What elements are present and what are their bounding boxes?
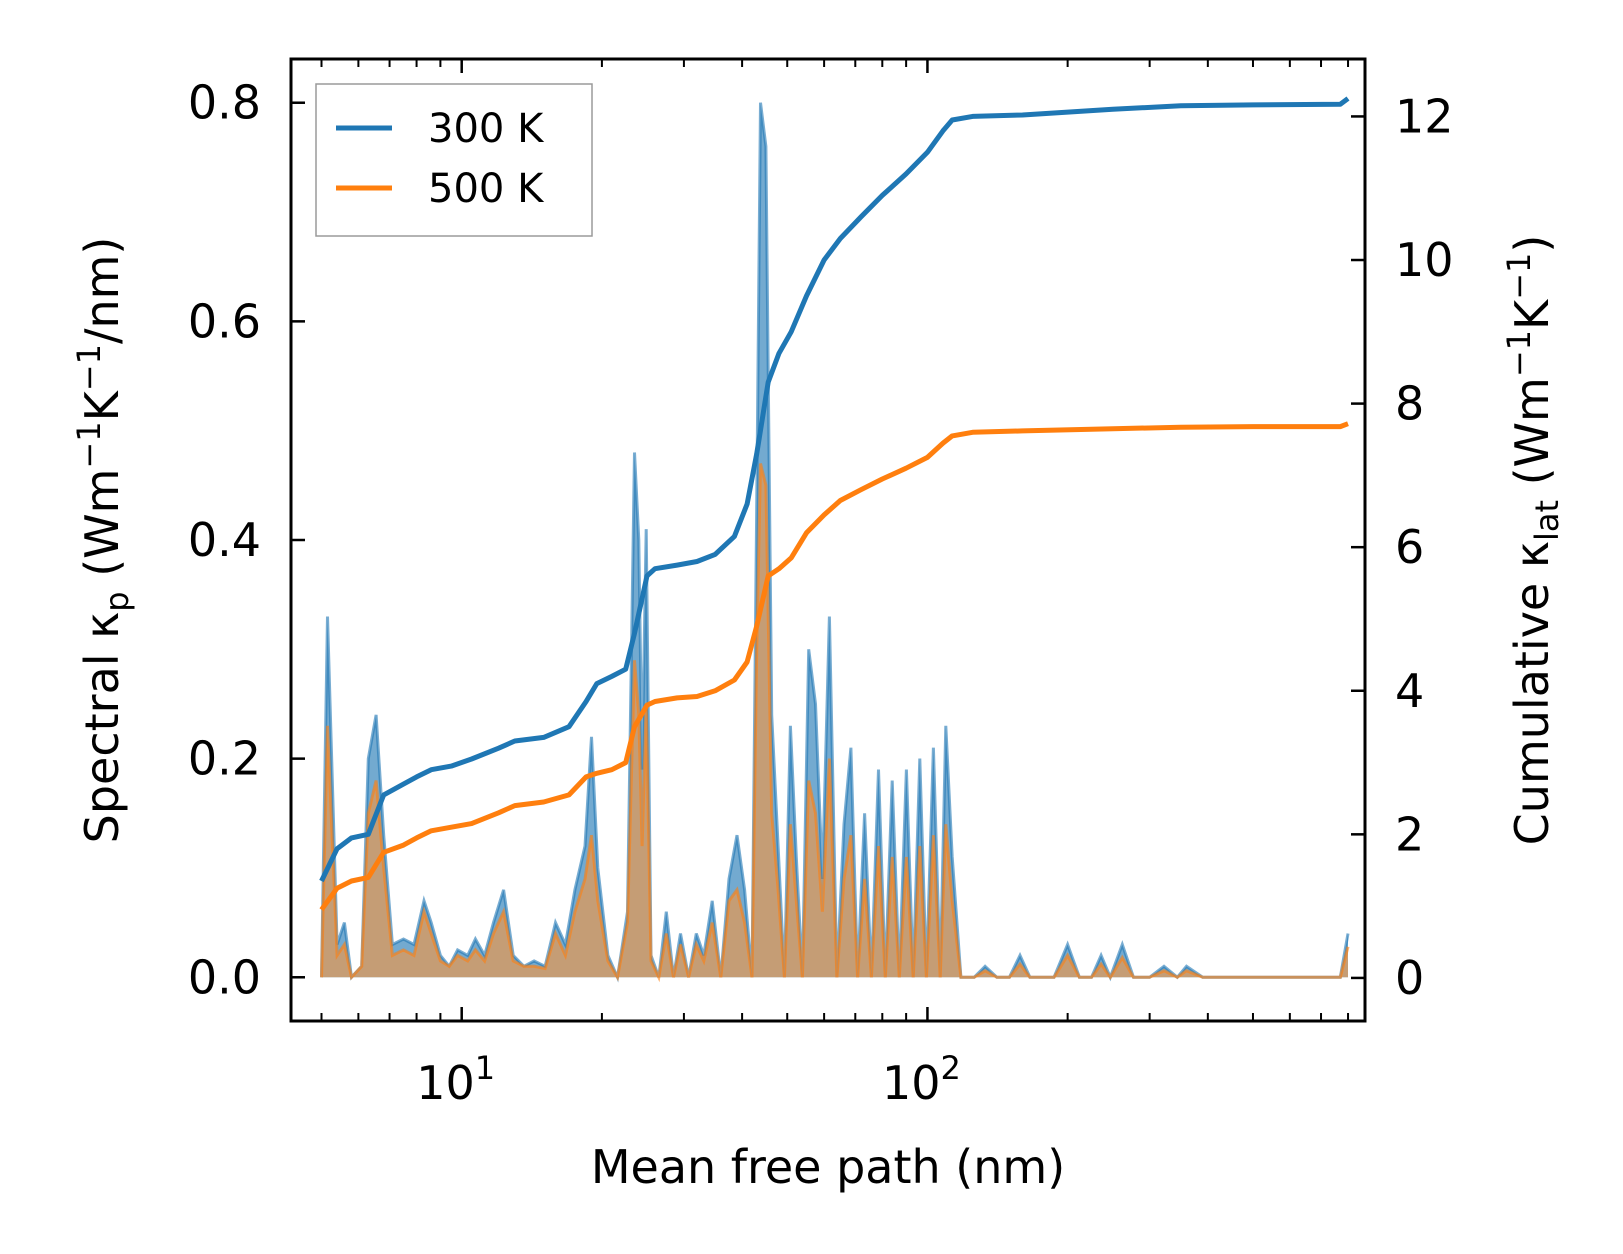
- y-right-tick-label: 4: [1395, 664, 1424, 718]
- spectral-outline-500k: [320, 463, 1350, 983]
- y-right-tick-label: 12: [1395, 89, 1454, 143]
- y-left-tick-label: 0.4: [188, 513, 261, 567]
- y-right-tick-label: 0: [1395, 951, 1424, 1005]
- y-left-tick-label: 0.6: [188, 294, 261, 348]
- legend-label-300k: 300 K: [428, 106, 545, 152]
- y-right-tick-label: 10: [1395, 233, 1454, 287]
- tick-layer: 0.0 0.2 0.4 0.6 0.8 0 2 4 6 8 10 12 101 102: [188, 59, 1454, 1110]
- legend: 300 K 500 K: [315, 83, 593, 237]
- x-tick-label: 101: [416, 1049, 495, 1110]
- x-tick-label: 102: [882, 1049, 961, 1110]
- cumulative-line-500k: [319, 421, 1349, 912]
- cumulative-line-layer: [319, 96, 1350, 912]
- x-axis-label: Mean free path (nm): [591, 1140, 1065, 1194]
- y-axis-left-label: Spectral κp (Wm−1K−1/nm): [70, 237, 136, 844]
- cumulative-line-300k: [319, 96, 1350, 883]
- legend-label-500k: 500 K: [428, 166, 545, 212]
- legend-box: [315, 83, 593, 237]
- spectral-fill-500k: [321, 463, 1348, 978]
- y-right-tick-label: 2: [1395, 807, 1424, 861]
- y-left-tick-label: 0.8: [188, 76, 261, 130]
- plot-frame: [289, 57, 1367, 1023]
- spectral-fill-layer: [320, 102, 1350, 983]
- y-left-tick-label: 0.2: [188, 732, 261, 786]
- y-left-tick-label: 0.0: [188, 950, 261, 1004]
- y-right-tick-label: 6: [1395, 520, 1424, 574]
- y-right-tick-label: 8: [1395, 377, 1424, 431]
